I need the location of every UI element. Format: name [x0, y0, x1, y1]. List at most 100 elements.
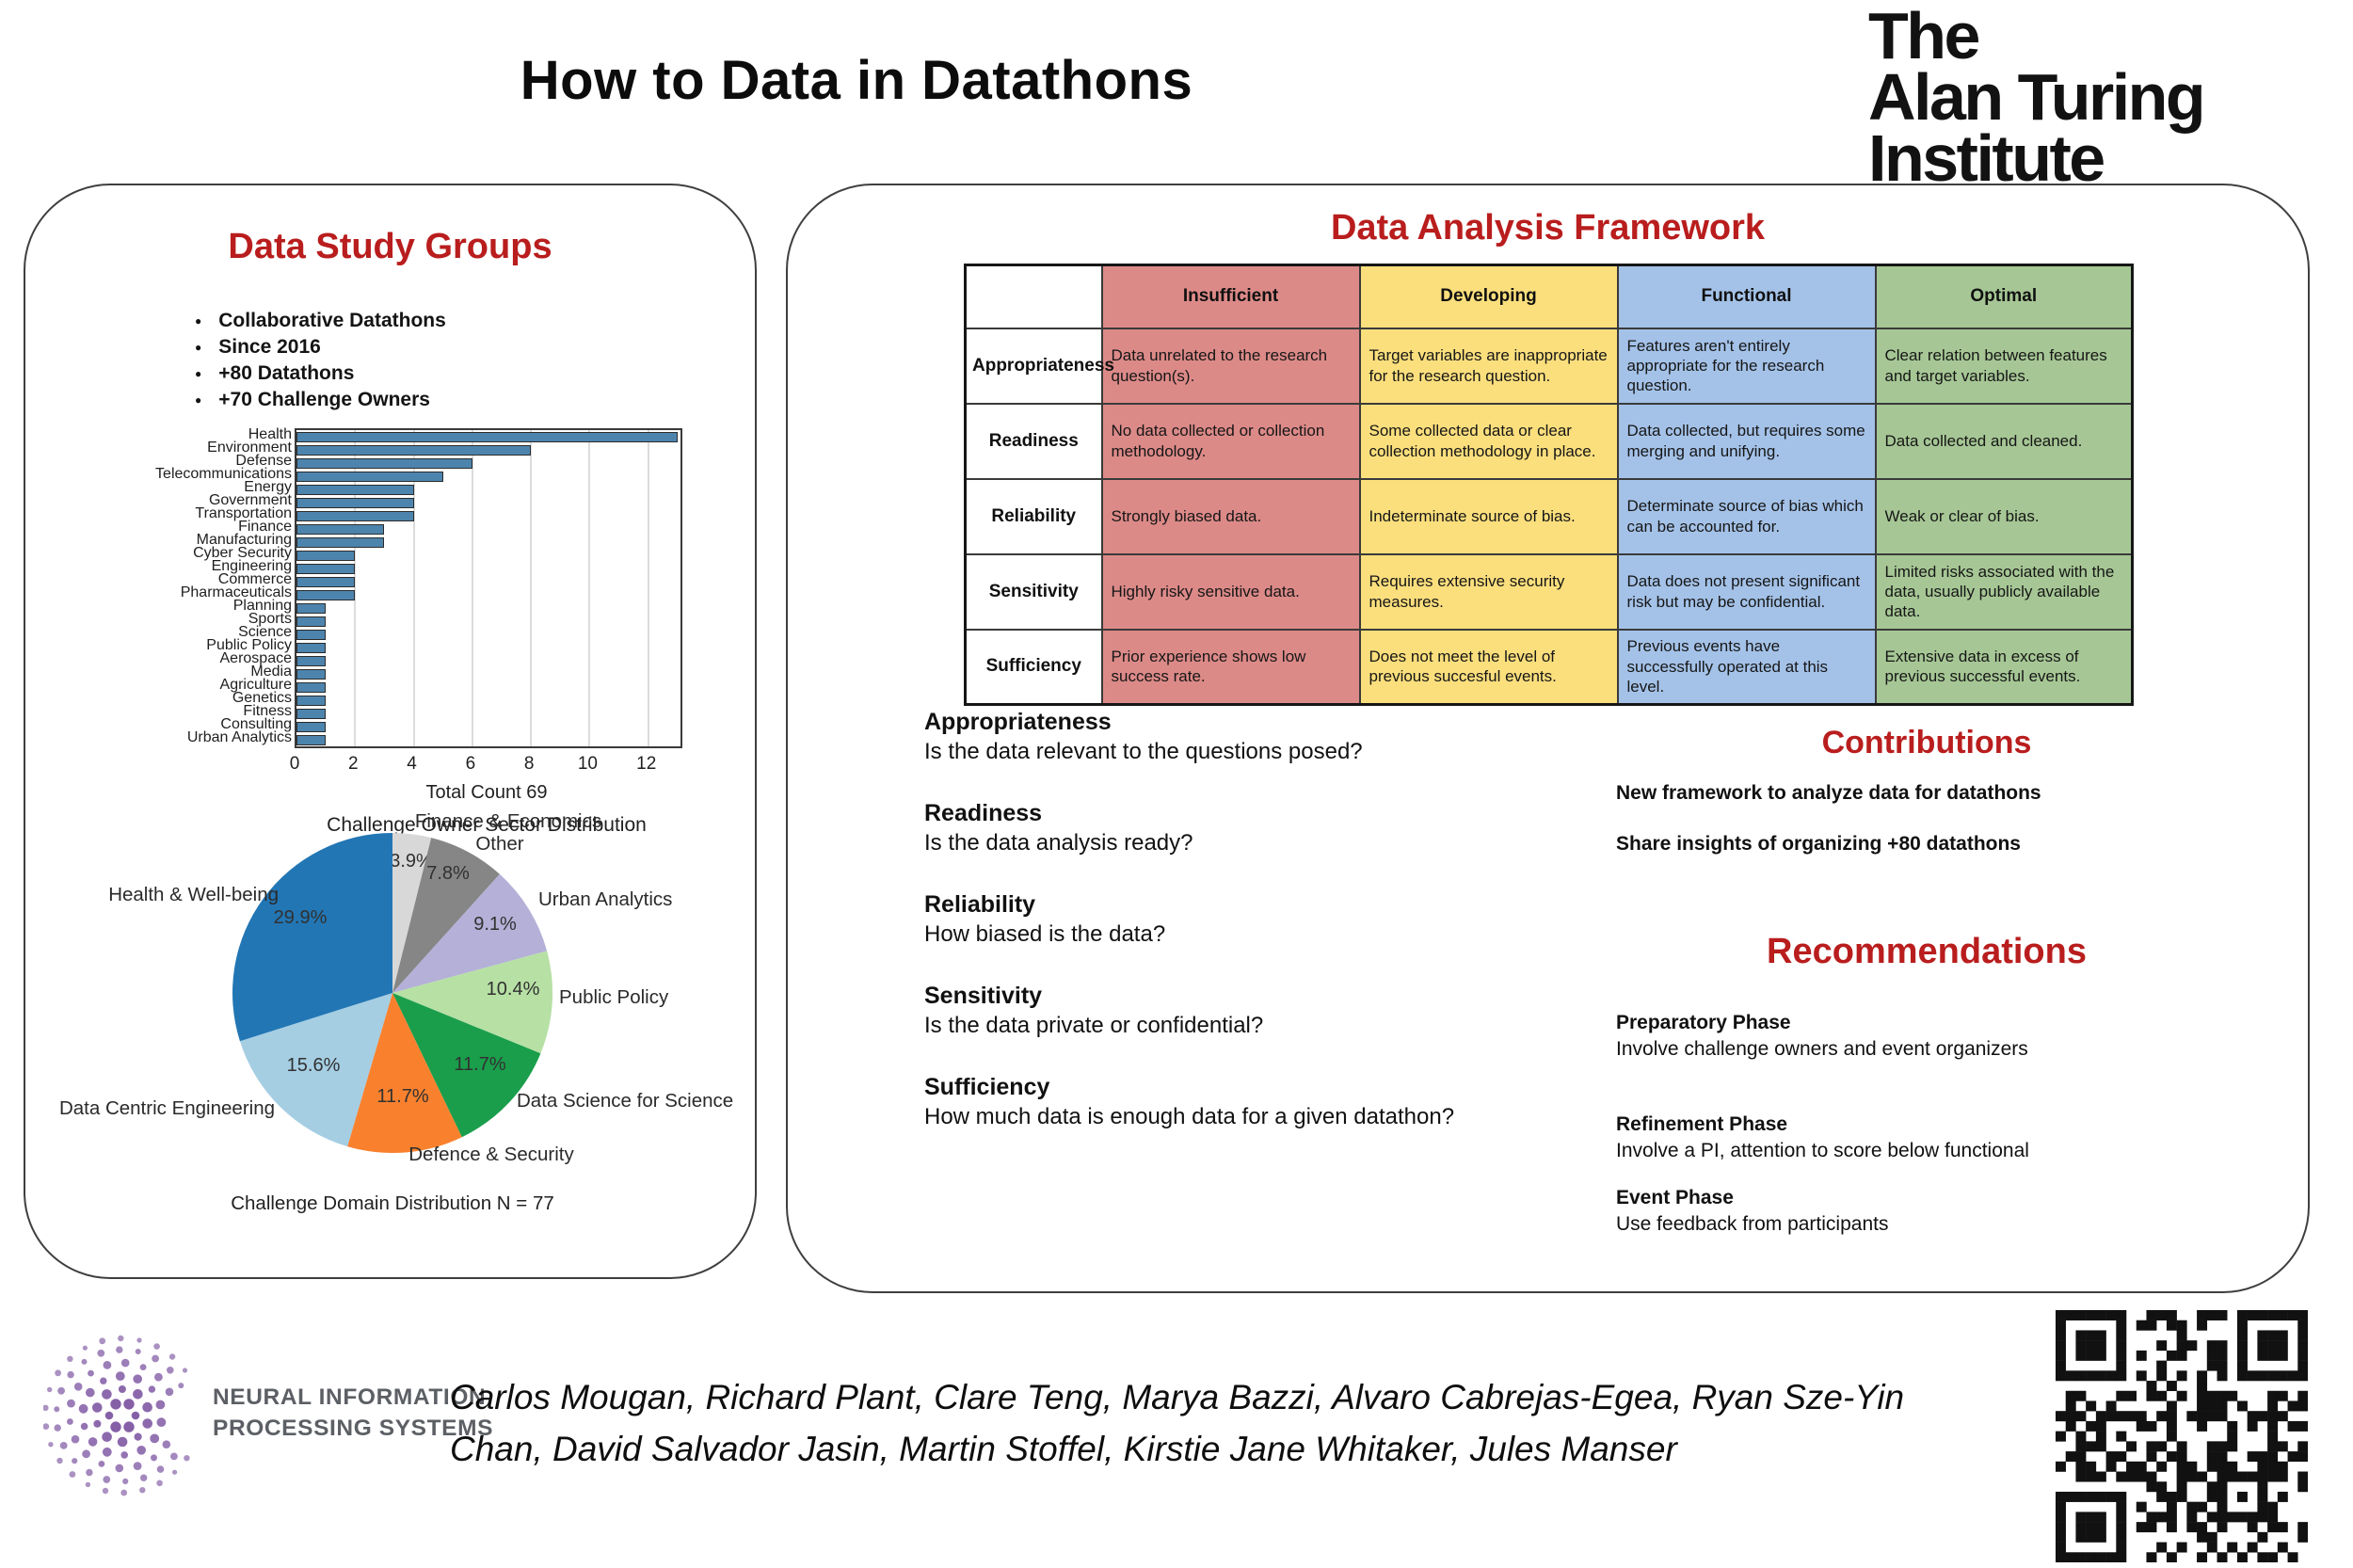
definition-question: Is the data private or confidential?: [924, 1013, 1264, 1038]
qr-module: [2156, 1340, 2168, 1352]
neurips-logo-dot: [99, 1337, 106, 1345]
definition-term: Sufficiency: [924, 1074, 1050, 1100]
qr-module: [2217, 1360, 2228, 1371]
qr-module: [2247, 1522, 2258, 1533]
table-header-row: Insufficient Developing Functional Optimal: [964, 264, 2134, 329]
qr-module: [2247, 1310, 2258, 1320]
neurips-logo-dot: [82, 1449, 90, 1459]
qr-module: [2116, 1310, 2127, 1320]
bar-label: Fitness: [243, 703, 292, 719]
qr-module: [2206, 1400, 2217, 1412]
qr-module: [2126, 1471, 2137, 1482]
qr-module: [2257, 1481, 2268, 1493]
pie-slice-2: [392, 873, 548, 993]
qr-module: [2227, 1512, 2238, 1523]
recommendation-detail: Involve a PI, attention to score below f…: [1616, 1140, 2029, 1161]
qr-module: [2297, 1330, 2308, 1341]
qr-module: [2257, 1370, 2268, 1382]
qr-module: [2095, 1431, 2106, 1442]
qr-module: [2206, 1451, 2217, 1463]
qr-module: [2166, 1512, 2177, 1523]
qr-module: [2136, 1320, 2147, 1331]
neurips-logo-dot: [81, 1358, 88, 1365]
cell-sufficiency-optimal: Extensive data in excess of previous suc…: [1874, 628, 2134, 706]
bar-label: Public Policy: [206, 637, 292, 653]
qr-module: [2065, 1420, 2076, 1432]
x-tick-12: 12: [636, 754, 657, 774]
qr-module: [2056, 1512, 2066, 1523]
qr-module: [2086, 1310, 2097, 1320]
neurips-logo-dot: [134, 1432, 142, 1441]
qr-module: [2065, 1400, 2076, 1412]
qr-module: [2277, 1390, 2288, 1401]
bar: [296, 523, 385, 535]
qr-module: [2146, 1390, 2157, 1401]
qr-module: [2277, 1542, 2288, 1553]
pie-slice-5: [347, 993, 462, 1154]
qr-module: [2146, 1471, 2157, 1482]
qr-module: [2176, 1461, 2187, 1472]
qr-module: [2116, 1531, 2127, 1543]
qr-module: [2197, 1411, 2208, 1422]
neurips-logo-dot: [43, 1404, 49, 1411]
qr-module: [2146, 1451, 2157, 1463]
qr-module: [2156, 1310, 2168, 1320]
column-header-insufficient: Insufficient: [1100, 264, 1361, 329]
fact-item-3: +70 Challenge Owners: [195, 387, 446, 413]
qr-module: [2247, 1471, 2258, 1482]
qr-module: [2086, 1420, 2097, 1432]
framework-definitions: Appropriateness Is the data relevant to t…: [924, 709, 1489, 1165]
qr-module: [2176, 1491, 2187, 1502]
qr-module: [2116, 1552, 2127, 1562]
definition-reliability: Reliability How biased is the data?: [924, 891, 1489, 948]
qr-module: [2176, 1350, 2187, 1361]
qr-module: [2105, 1552, 2117, 1562]
qr-module: [2166, 1381, 2177, 1392]
qr-module: [2146, 1420, 2157, 1432]
qr-module: [2197, 1501, 2208, 1512]
table-corner-cell: [964, 264, 1103, 329]
data-analysis-framework-panel: Data Analysis Framework Insufficient Deve…: [786, 184, 2310, 1293]
column-header-developing: Developing: [1358, 264, 1619, 329]
qr-module: [2166, 1431, 2177, 1442]
qr-module: [2116, 1491, 2127, 1502]
qr-module: [2257, 1461, 2268, 1472]
contributions-header: Contributions: [1821, 725, 2032, 760]
bar-label: Environment: [207, 440, 292, 456]
qr-module: [2227, 1441, 2238, 1452]
cell-readiness-developing: Some collected data or clear collection …: [1358, 402, 1619, 480]
qr-module: [2075, 1451, 2087, 1463]
bar: [296, 668, 327, 680]
bar: [296, 484, 414, 495]
qr-module: [2217, 1451, 2228, 1463]
qr-module: [2095, 1370, 2106, 1382]
definition-question: Is the data analysis ready?: [924, 830, 1193, 856]
pie-chart-caption: Challenge Domain Distribution N = 77: [231, 1192, 554, 1214]
qr-module: [2236, 1330, 2248, 1341]
qr-module: [2146, 1522, 2157, 1533]
qr-module: [2236, 1400, 2248, 1412]
neurips-logo-dot: [78, 1403, 88, 1414]
neurips-logo-dot: [59, 1442, 68, 1449]
pie-percent-label: 9.1%: [473, 914, 517, 935]
qr-module: [2166, 1420, 2177, 1432]
qr-module: [2105, 1461, 2117, 1472]
qr-module: [2267, 1441, 2279, 1452]
qr-module: [2297, 1471, 2308, 1482]
qr-module: [2297, 1350, 2308, 1361]
qr-module: [2126, 1441, 2137, 1452]
cell-readiness-insufficient: No data collected or collection methodol…: [1100, 402, 1361, 480]
neurips-logo-dot: [118, 1335, 124, 1342]
neurips-logo-dot: [55, 1369, 61, 1377]
fact-item-2: +80 Datathons: [195, 360, 446, 387]
qr-module: [2236, 1320, 2248, 1331]
pie-percent-label: 15.6%: [287, 1055, 341, 1076]
qr-module: [2217, 1340, 2228, 1352]
pie-slice-label: Health & Well-being: [108, 884, 279, 905]
cell-reliability-functional: Determinate source of bias which can be …: [1616, 477, 1877, 555]
neurips-logo-dot: [67, 1418, 73, 1425]
qr-module: [2156, 1441, 2168, 1452]
qr-module: [2086, 1350, 2097, 1361]
neurips-logo-dot: [92, 1402, 103, 1413]
bar-label: Aerospace: [219, 650, 293, 666]
